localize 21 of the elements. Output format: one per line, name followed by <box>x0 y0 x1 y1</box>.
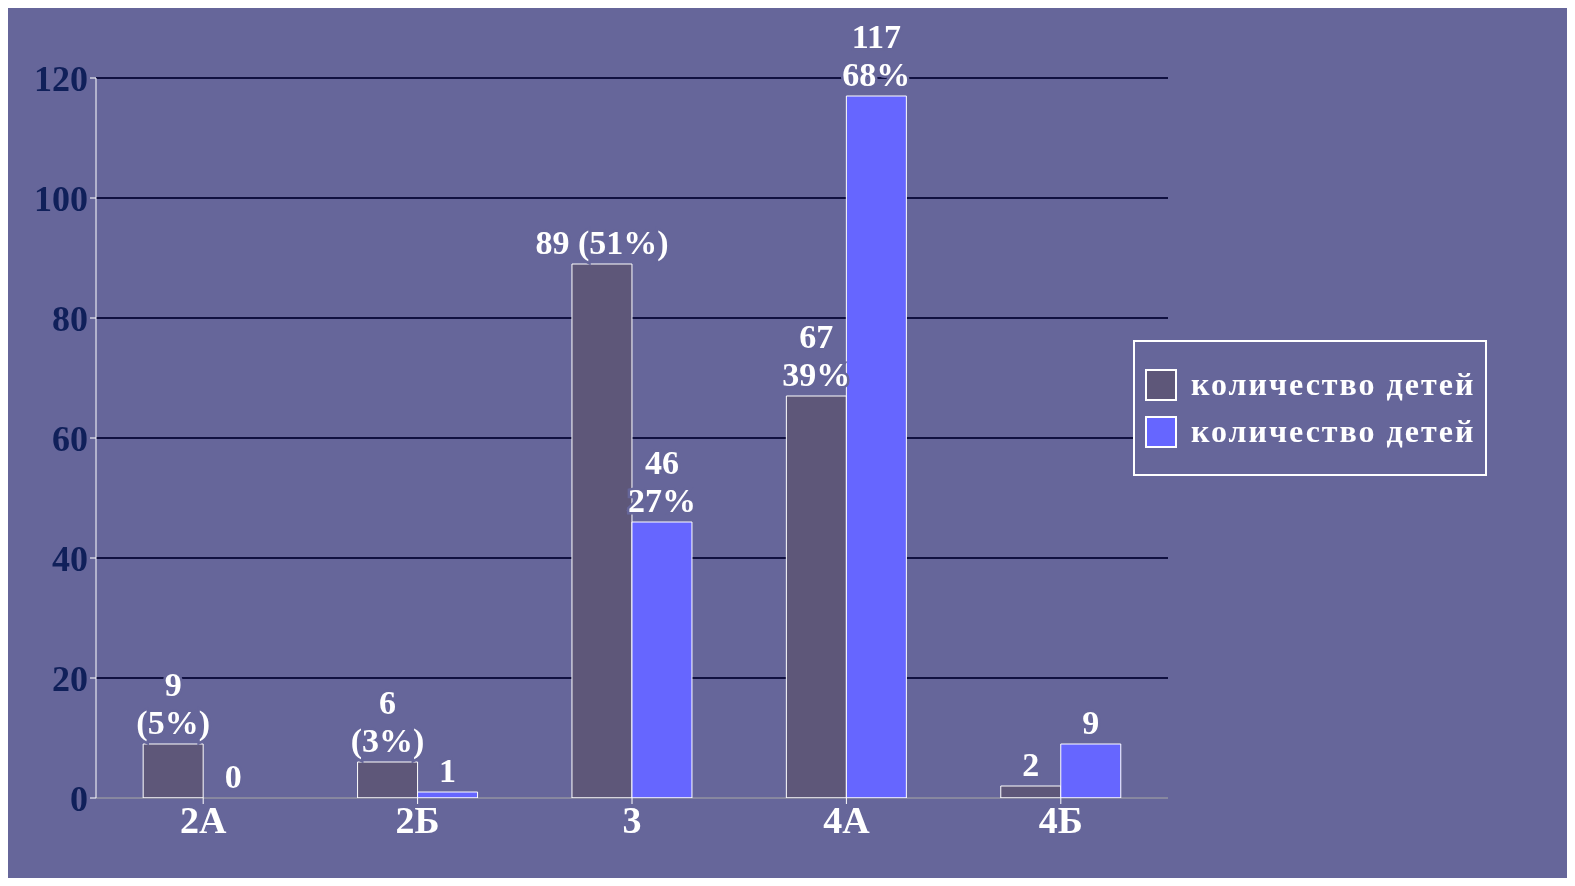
y-tick-label: 0 <box>70 778 88 819</box>
y-tick-label: 60 <box>52 418 88 459</box>
data-label: 0 <box>224 758 242 795</box>
y-tick-label: 40 <box>52 538 88 579</box>
data-label: 6 (3%) <box>350 684 425 760</box>
x-tick-label: 4Б <box>1038 798 1083 841</box>
data-label: 89 (51%) <box>535 224 669 262</box>
legend-label: количество детей <box>1191 413 1476 450</box>
y-tick-label: 80 <box>52 298 88 339</box>
x-tick-label: 2Б <box>395 798 440 841</box>
y-tick-label: 120 <box>34 58 88 99</box>
y-tick-label: 100 <box>34 178 88 219</box>
data-label: 2 <box>1022 746 1040 783</box>
data-label: 1 <box>439 752 457 789</box>
x-tick-label: 3 <box>622 798 642 841</box>
x-tick-label: 4А <box>823 798 871 841</box>
data-label: 9 <box>1082 704 1100 741</box>
x-tick-label: 2А <box>179 798 227 841</box>
legend-label: количество детей <box>1191 366 1476 403</box>
data-label: 46 27% <box>627 444 696 519</box>
y-tick-label: 20 <box>52 658 88 699</box>
